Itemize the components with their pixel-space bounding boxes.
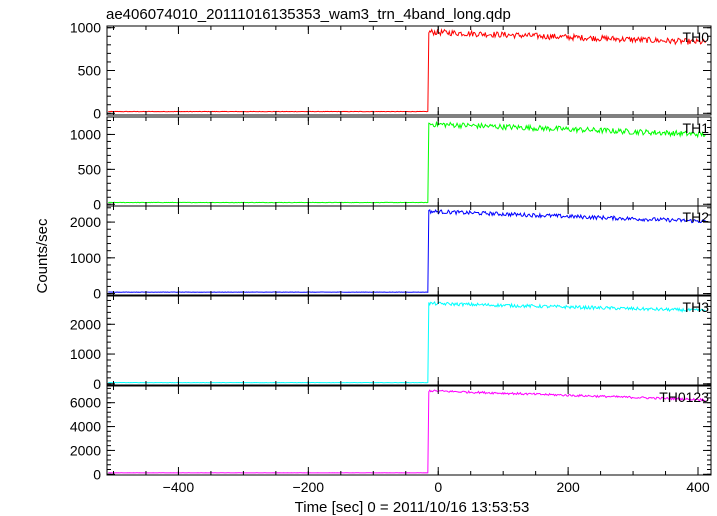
y-axis-label: Counts/sec — [34, 218, 51, 294]
x-tick-label: 200 — [556, 479, 580, 495]
y-tick-label: 2000 — [70, 442, 101, 458]
y-tick-label: 500 — [78, 161, 102, 177]
y-tick-label: 0 — [93, 196, 101, 212]
x-tick-label: −200 — [293, 479, 325, 495]
panel-frame — [106, 385, 712, 476]
panel-frame — [106, 295, 712, 386]
panel-th3: 0 1000 2000 TH3 — [70, 295, 712, 392]
panel-th2: 0 1000 2000 TH2 — [70, 205, 712, 302]
chart-title: ae406074010_20111016135353_wam3_trn_4ban… — [106, 6, 511, 23]
y-tick-label: 1000 — [70, 126, 101, 142]
panel-frame — [106, 25, 712, 116]
y-tick-label: 0 — [93, 376, 101, 392]
band-label-th1: TH1 — [683, 120, 710, 136]
y-tick-label: 2000 — [70, 214, 101, 230]
band-label-th0123: TH0123 — [659, 389, 709, 405]
panel-th0123: 0 2000 4000 6000 TH0123 — [70, 385, 712, 482]
panel-th1: 0 500 1000 TH1 — [70, 116, 712, 212]
band-label-th3: TH3 — [683, 299, 710, 315]
y-tick-label: 4000 — [70, 419, 101, 435]
y-tick-label: 1000 — [70, 20, 101, 36]
series-line-th0 — [108, 27, 706, 113]
band-label-th2: TH2 — [683, 209, 710, 225]
x-tick-label: −400 — [163, 479, 195, 495]
y-tick-label: 1000 — [70, 346, 101, 362]
y-tick-label: 0 — [93, 286, 101, 302]
y-tick-label: 6000 — [70, 395, 101, 411]
series-line-th1 — [108, 121, 706, 204]
y-tick-label: 0 — [93, 105, 101, 121]
x-tick-label: 0 — [434, 479, 442, 495]
panel-frame — [106, 205, 712, 296]
x-axis-label: Time [sec] 0 = 2011/10/16 13:53:53 — [295, 499, 530, 516]
series-line-th3 — [108, 300, 706, 384]
y-tick-label: 500 — [78, 63, 102, 79]
panel-th0: 0 500 1000 TH0 — [70, 20, 712, 121]
y-tick-label: 2000 — [70, 316, 101, 332]
series-line-th0123 — [108, 389, 706, 474]
band-label-th0: TH0 — [683, 29, 710, 45]
series-line-th2 — [108, 208, 706, 293]
y-tick-label: 0 — [93, 466, 101, 482]
x-tick-label: 400 — [686, 479, 710, 495]
y-tick-label: 1000 — [70, 250, 101, 266]
